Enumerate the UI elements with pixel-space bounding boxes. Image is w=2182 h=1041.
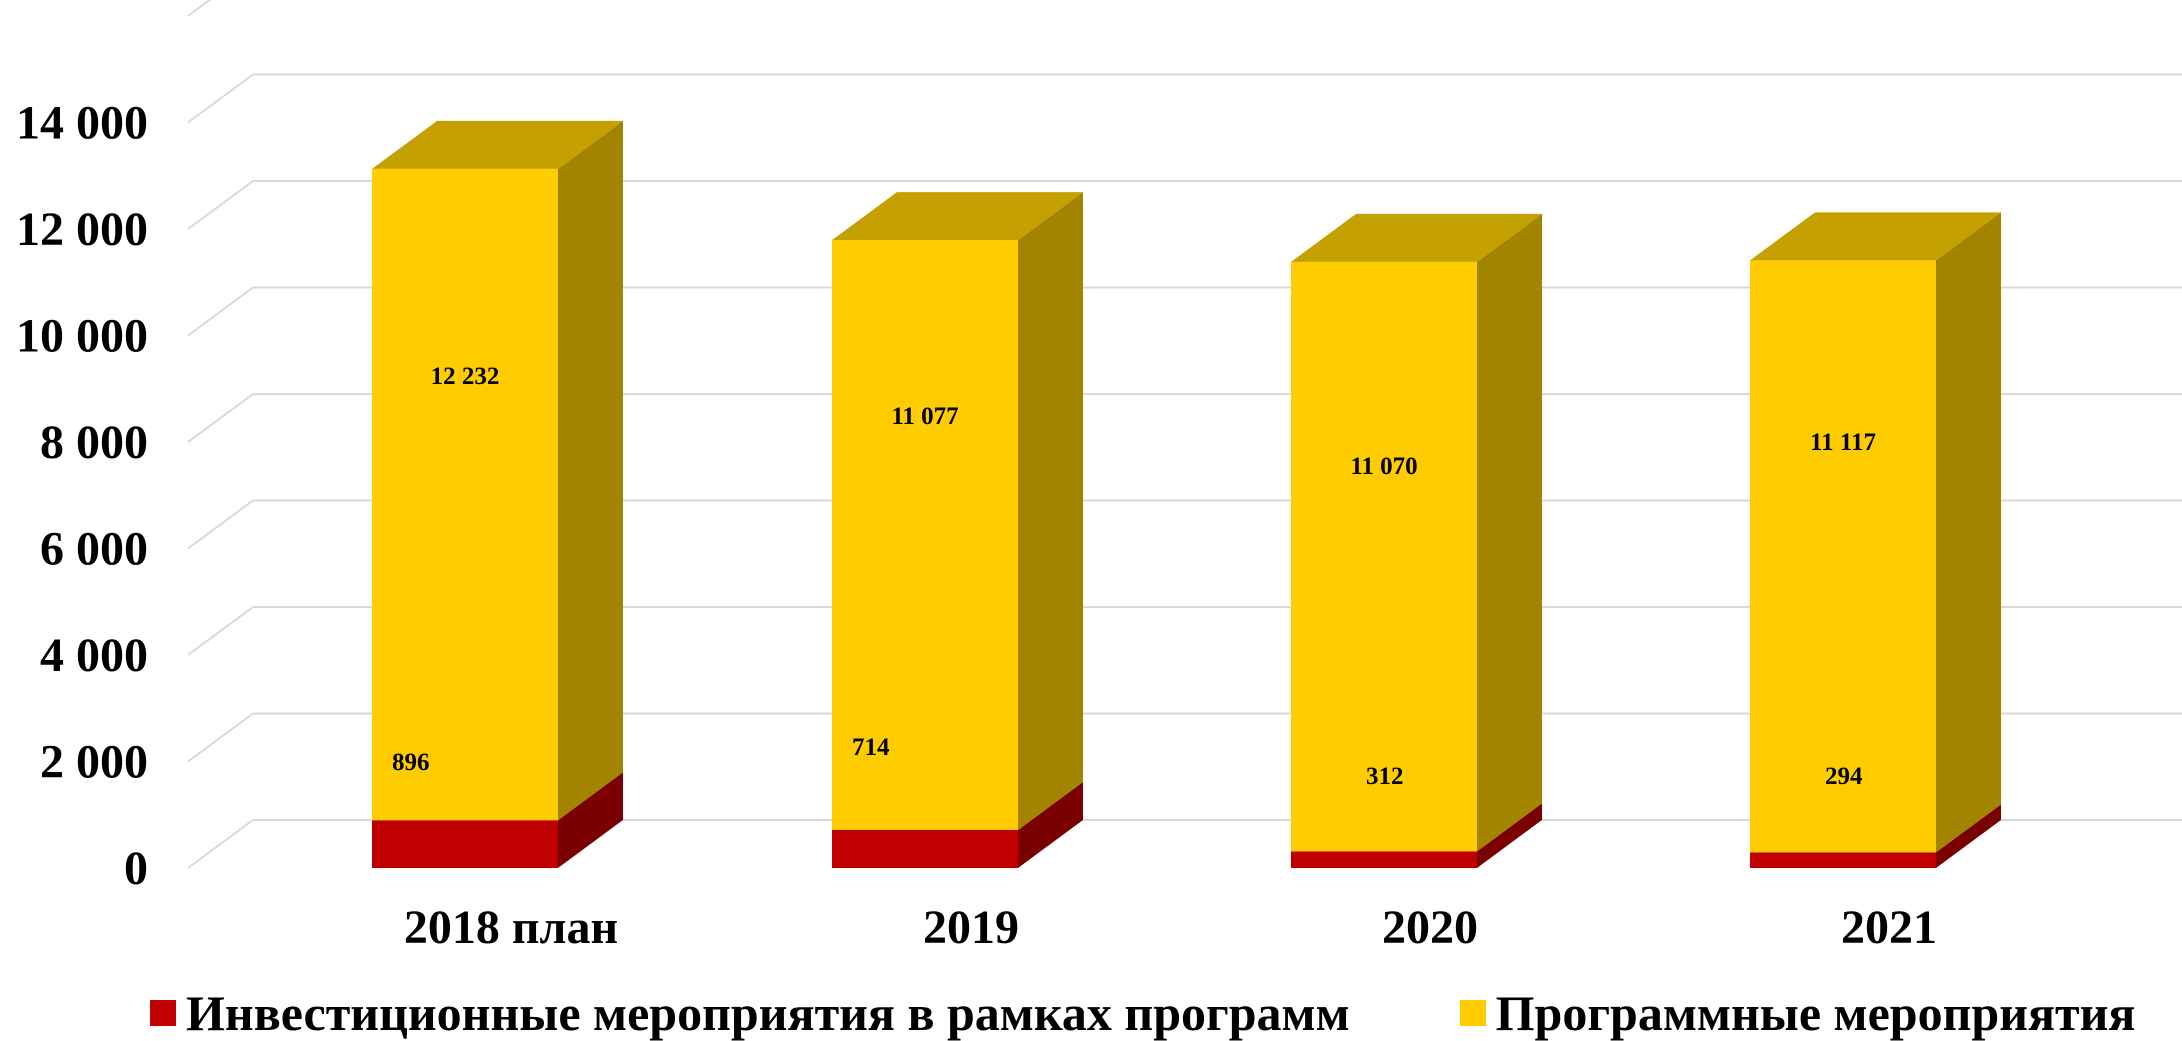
bar-front-investment [832,829,1018,868]
bar-front-investment [1750,852,1936,868]
gridline-diagonal [187,0,212,17]
gridline-diagonal [187,499,254,550]
data-label-investment: 312 [1366,763,1404,790]
gridline-diagonal [187,606,254,656]
legend: Инвестиционные мероприятия в рамках прог… [150,988,2135,1038]
bar-side-program [1018,192,1083,830]
data-label-program: 11 070 [1350,453,1417,480]
gridline-diagonal [187,73,254,124]
x-tick-label: 2019 [923,901,1019,954]
bar-side-investment [1936,804,2001,868]
data-label-investment: 714 [852,734,890,761]
y-tick-label: 12 000 [16,203,148,256]
bar-side-investment [1477,803,1542,868]
gridline-diagonal [187,180,254,230]
bar-side-program [1936,212,2001,853]
bar-front-program [372,168,558,821]
bar-side-program [558,120,623,821]
x-axis-tick-labels: 2018 план 2019 2020 2021 [404,901,1937,954]
x-tick-label: 2020 [1382,901,1478,954]
data-label-program: 12 232 [431,363,500,390]
x-tick-label: 2021 [1841,901,1937,954]
bar-front-program [1291,261,1477,852]
legend-item-program: Программные мероприятия [1459,985,2136,1041]
x-tick-label: 2018 план [404,901,618,954]
legend-swatch-investment [150,1000,176,1026]
legend-label-investment: Инвестиционные мероприятия в рамках прог… [186,985,1350,1041]
bar-top-program [1291,213,1542,262]
y-tick-label: 10 000 [16,310,148,363]
y-tick-label: 4 000 [40,629,148,682]
legend-swatch-program [1459,1000,1486,1026]
bar-front-program [1750,260,1936,853]
data-labels: 896 12 232 714 11 077 312 11 070 294 11 117 [392,363,1876,790]
gridline-diagonal [187,712,254,763]
gridline-diagonal [187,286,254,337]
data-label-investment: 896 [392,749,430,776]
y-tick-label: 0 [124,842,148,895]
gridline-diagonal [187,393,254,443]
bar-side-program [1477,213,1542,852]
data-label-program: 11 117 [1810,429,1876,456]
gridline-diagonal [187,819,254,869]
data-label-investment: 294 [1825,763,1863,790]
y-tick-label: 2 000 [40,736,148,789]
bar-top-program [372,120,623,169]
bar-top-program [832,192,1083,241]
bar-side-investment [1018,781,1083,868]
y-tick-label: 14 000 [16,97,148,150]
bar-front-program [832,240,1018,830]
bars [372,120,2001,868]
legend-label-program: Программные мероприятия [1495,985,2136,1041]
bar-front-investment [372,820,558,868]
y-axis-tick-labels: 0 2 000 4 000 6 000 8 000 10 000 12 000 14 000 [16,97,148,896]
bar-front-investment [1291,851,1477,868]
bar-side-investment [558,772,623,868]
y-tick-label: 8 000 [40,416,148,469]
bar-top-program [1750,212,2001,261]
data-label-program: 11 077 [891,403,958,430]
legend-item-investment: Инвестиционные мероприятия в рамках прог… [150,988,1350,1038]
y-tick-label: 6 000 [40,523,148,576]
